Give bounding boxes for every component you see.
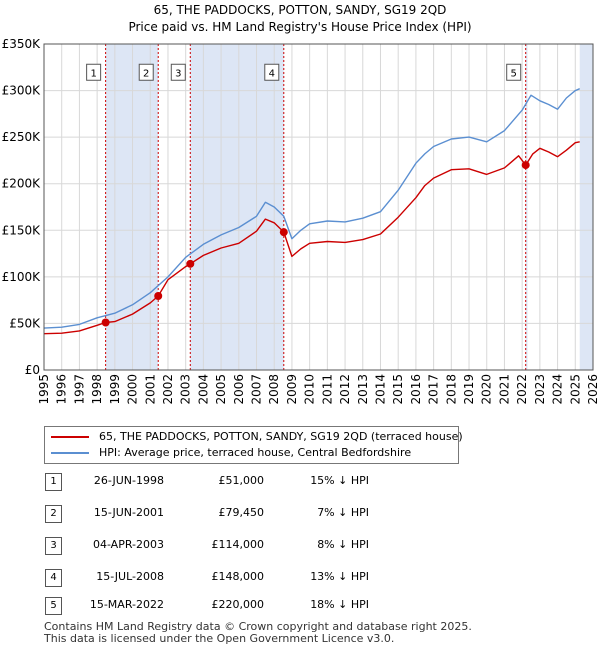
x-tick-label: 2010 bbox=[303, 374, 317, 405]
y-tick-label: £250K bbox=[2, 130, 42, 144]
sale-marker-box bbox=[86, 63, 102, 81]
y-tick-label: £300K bbox=[2, 84, 42, 98]
legend-label-hpi: HPI: Average price, terraced house, Cent… bbox=[99, 446, 412, 459]
x-tick-label: 2012 bbox=[338, 374, 352, 405]
sale-hpi-diff: 18% ↓ HPI bbox=[310, 598, 369, 611]
x-tick-label: 2007 bbox=[250, 374, 264, 405]
sale-point bbox=[154, 291, 163, 300]
sale-date: 26-JUN-1998 bbox=[93, 474, 164, 487]
table-row: 3 04-APR-2003 £114,000 8% ↓ HPI bbox=[44, 537, 444, 555]
x-tick-label: 2018 bbox=[444, 374, 458, 405]
legend: 65, THE PADDOCKS, POTTON, SANDY, SG19 2Q… bbox=[44, 426, 463, 464]
sale-price: £114,000 bbox=[211, 538, 265, 551]
x-tick-label: 2001 bbox=[143, 374, 157, 405]
title-line-2: Price paid vs. HM Land Registry's House … bbox=[128, 20, 472, 34]
sale-marker-box bbox=[264, 63, 280, 81]
table-row: 1 26-JUN-1998 £51,000 15% ↓ HPI bbox=[44, 473, 444, 491]
sale-marker-label: 3 bbox=[175, 68, 181, 79]
sale-point bbox=[521, 161, 530, 170]
sale-point bbox=[101, 318, 110, 327]
x-tick-label: 2011 bbox=[320, 374, 334, 405]
x-tick-label: 2024 bbox=[551, 374, 565, 405]
y-tick-label: £0 bbox=[25, 363, 40, 377]
sale-number-badge: 3 bbox=[45, 537, 62, 555]
x-tick-label: 2019 bbox=[462, 374, 476, 405]
sale-point bbox=[186, 259, 195, 268]
sale-marker-label: 4 bbox=[269, 68, 275, 79]
chart-title: 65, THE PADDOCKS, POTTON, SANDY, SG19 2Q… bbox=[0, 2, 600, 36]
y-tick-label: £200K bbox=[2, 177, 42, 191]
sale-date: 15-MAR-2022 bbox=[89, 598, 164, 611]
x-tick-label: 2020 bbox=[480, 374, 494, 405]
y-tick-label: £50K bbox=[9, 316, 41, 330]
table-row: 2 15-JUN-2001 £79,450 7% ↓ HPI bbox=[44, 505, 444, 523]
series-line bbox=[43, 88, 580, 329]
sale-marker-box bbox=[138, 63, 154, 81]
price-chart: 1 2 3 4 5 £0 £50K £100K £150K £200K £250K £300K £35… bbox=[2, 37, 600, 405]
table-row: 5 15-MAR-2022 £220,000 18% ↓ HPI bbox=[44, 597, 444, 615]
x-tick-label: 2021 bbox=[497, 374, 511, 405]
sale-date: 15-JUN-2001 bbox=[93, 506, 164, 519]
x-tick-label: 2026 bbox=[586, 374, 600, 405]
x-tick-label: 2017 bbox=[427, 374, 441, 405]
sale-number-badge: 5 bbox=[45, 597, 62, 615]
footer-attribution: Contains HM Land Registry data © Crown c… bbox=[44, 621, 472, 645]
x-tick-label: 2008 bbox=[267, 374, 281, 405]
x-tick-label: 2022 bbox=[515, 374, 529, 405]
sale-hpi-diff: 7% ↓ HPI bbox=[317, 506, 369, 519]
plot-frame bbox=[43, 43, 594, 371]
x-tick-label: 2005 bbox=[214, 374, 228, 405]
x-tick-label: 2025 bbox=[568, 374, 582, 405]
sale-point bbox=[279, 228, 288, 237]
sale-price: £51,000 bbox=[218, 474, 265, 487]
x-tick-label: 2023 bbox=[533, 374, 547, 405]
sale-date: 15-JUL-2008 bbox=[96, 570, 164, 583]
footer-line-2: This data is licensed under the Open Gov… bbox=[44, 632, 395, 645]
x-tick-label: 2014 bbox=[373, 374, 387, 405]
sale-marker-box bbox=[170, 63, 186, 81]
sale-marker-label: 5 bbox=[511, 68, 517, 79]
table-row: 4 15-JUL-2008 £148,000 13% ↓ HPI bbox=[44, 569, 444, 587]
shaded-span bbox=[579, 44, 593, 370]
y-tick-label: £100K bbox=[2, 270, 42, 284]
x-tick-label: 2009 bbox=[285, 374, 299, 405]
sale-marker-box bbox=[506, 63, 522, 81]
x-tick-label: 2016 bbox=[409, 374, 423, 405]
y-tick-label: £150K bbox=[2, 223, 42, 237]
sale-number-badge: 2 bbox=[45, 505, 62, 523]
sale-marker-label: 2 bbox=[143, 68, 149, 79]
x-tick-label: 1997 bbox=[72, 374, 86, 405]
sale-price: £148,000 bbox=[211, 570, 265, 583]
x-tick-label: 1998 bbox=[90, 374, 104, 405]
x-tick-label: 1999 bbox=[108, 374, 122, 405]
sale-marker-label: 1 bbox=[90, 68, 96, 79]
sale-number-badge: 1 bbox=[45, 473, 62, 491]
sale-hpi-diff: 15% ↓ HPI bbox=[310, 474, 369, 487]
title-line-1: 65, THE PADDOCKS, POTTON, SANDY, SG19 2Q… bbox=[153, 3, 447, 17]
x-tick-label: 2002 bbox=[161, 374, 175, 405]
x-tick-label: 2003 bbox=[179, 374, 193, 405]
footer-line-1: Contains HM Land Registry data © Crown c… bbox=[44, 620, 472, 633]
x-tick-label: 2000 bbox=[126, 374, 140, 405]
x-tick-label: 1996 bbox=[55, 374, 69, 405]
legend-swatch-hpi bbox=[51, 452, 89, 454]
sale-price: £220,000 bbox=[211, 598, 265, 611]
sale-date: 04-APR-2003 bbox=[92, 538, 164, 551]
legend-label-property: 65, THE PADDOCKS, POTTON, SANDY, SG19 2Q… bbox=[99, 430, 463, 443]
sale-number-badge: 4 bbox=[45, 569, 62, 587]
x-tick-label: 2006 bbox=[232, 374, 246, 405]
x-tick-label: 1995 bbox=[37, 374, 51, 405]
shaded-span bbox=[525, 44, 528, 370]
legend-swatch-property bbox=[51, 436, 89, 438]
sale-price: £79,450 bbox=[218, 506, 265, 519]
y-tick-label: £350K bbox=[2, 37, 42, 51]
x-tick-label: 2013 bbox=[356, 374, 370, 405]
x-tick-label: 2004 bbox=[196, 374, 210, 405]
sale-hpi-diff: 13% ↓ HPI bbox=[310, 570, 369, 583]
x-tick-label: 2015 bbox=[391, 374, 405, 405]
sale-hpi-diff: 8% ↓ HPI bbox=[317, 538, 369, 551]
shaded-span bbox=[190, 44, 284, 370]
